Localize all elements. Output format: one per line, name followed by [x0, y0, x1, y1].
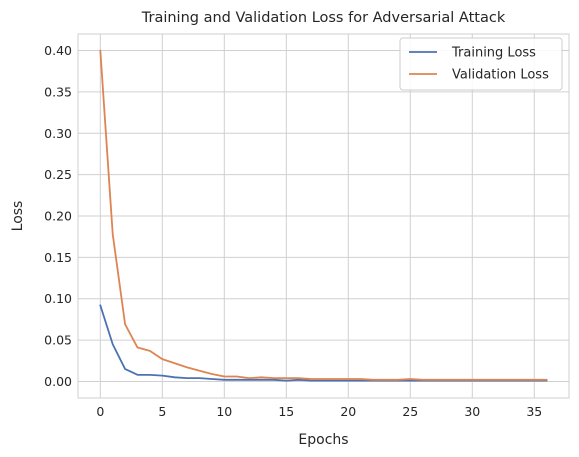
- y-tick-label: 0.20: [44, 209, 72, 224]
- series-line-training-loss: [100, 305, 546, 380]
- y-tick-label: 0.10: [44, 291, 72, 306]
- legend: Training Loss Validation Loss: [400, 38, 562, 90]
- x-axis-label: Epochs: [298, 432, 348, 448]
- x-tick-label: 30: [464, 404, 480, 419]
- x-tick-label: 15: [278, 404, 294, 419]
- x-tick-label: 5: [158, 404, 166, 419]
- chart-title: Training and Validation Loss for Adversa…: [141, 10, 506, 26]
- y-tick-label: 0.35: [44, 84, 72, 99]
- x-tick-label: 20: [340, 404, 356, 419]
- y-tick-label: 0.25: [44, 167, 72, 182]
- y-tick-label: 0.15: [44, 250, 72, 265]
- y-tick-label: 0.30: [44, 126, 72, 141]
- y-axis-label: Loss: [10, 201, 26, 232]
- series-line-validation-loss: [100, 51, 546, 380]
- legend-entry-label: Training Loss: [451, 46, 536, 61]
- x-tick-label: 35: [526, 404, 542, 419]
- x-tick-label: 10: [216, 404, 232, 419]
- x-tick-label: 25: [402, 404, 418, 419]
- legend-entry-label: Validation Loss: [452, 68, 549, 83]
- y-tick-labels: 0.00 0.05 0.10 0.15 0.20 0.25 0.30 0.35 0.40: [44, 43, 72, 389]
- y-tick-label: 0.05: [44, 333, 72, 348]
- x-tick-labels: 0 5 10 15 20 25 30 35: [96, 404, 542, 419]
- y-tick-label: 0.40: [44, 43, 72, 58]
- x-tick-label: 0: [96, 404, 104, 419]
- y-tick-label: 0.00: [44, 374, 72, 389]
